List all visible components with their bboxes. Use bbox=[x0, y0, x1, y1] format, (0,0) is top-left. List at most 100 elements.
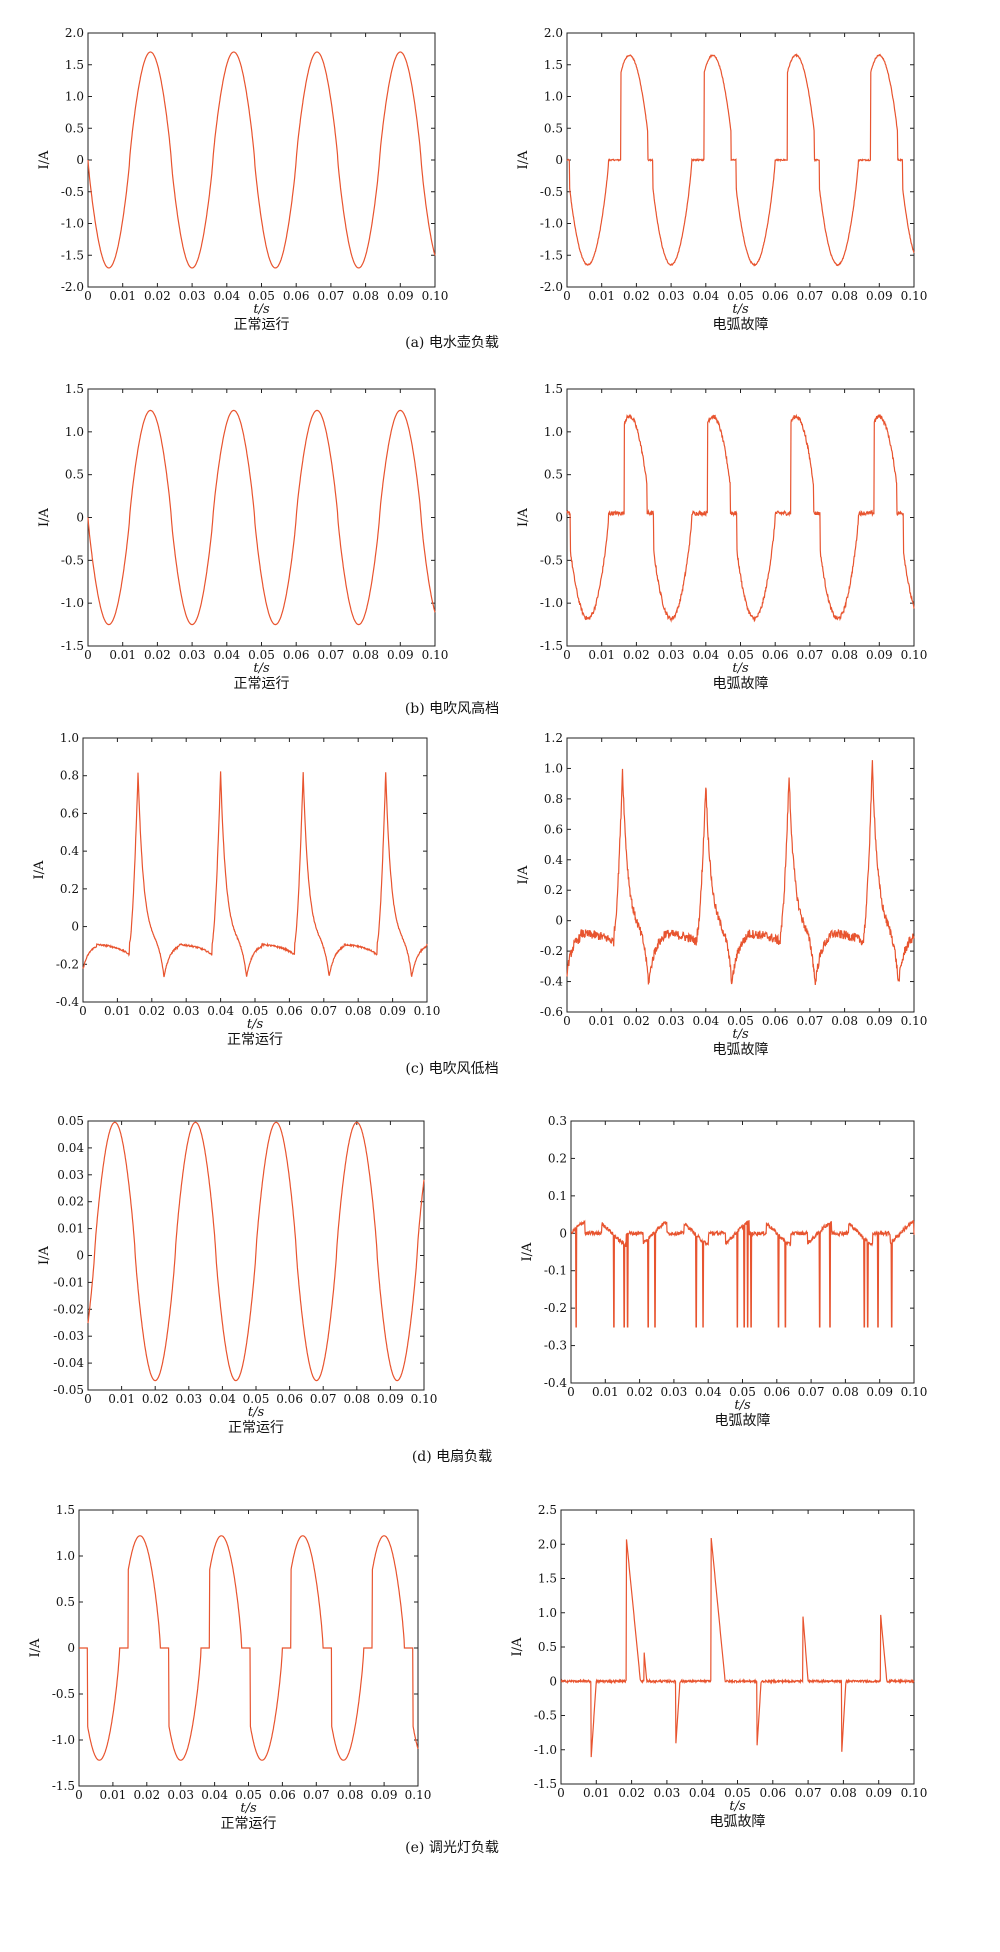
x-tick-label: 0.08 bbox=[352, 648, 379, 662]
y-tick-label: -1.5 bbox=[52, 1779, 75, 1793]
x-tick-label: 0.09 bbox=[866, 289, 893, 303]
y-tick-label: 0.02 bbox=[57, 1195, 84, 1209]
y-tick-label: -0.5 bbox=[61, 185, 84, 199]
y-tick-label: -0.5 bbox=[540, 185, 563, 199]
x-tick-label: 0.07 bbox=[797, 289, 824, 303]
y-axis-label: I/A bbox=[28, 1638, 43, 1658]
x-axis-label: t/s bbox=[732, 302, 749, 317]
x-tick-label: 0.08 bbox=[345, 1004, 372, 1018]
y-tick-label: 1.0 bbox=[56, 1549, 75, 1563]
y-tick-label: 0 bbox=[76, 511, 84, 525]
y-tick-label: -0.03 bbox=[53, 1329, 84, 1343]
panel-caption: 正常运行 bbox=[227, 1032, 283, 1048]
y-tick-label: -1.5 bbox=[61, 248, 84, 262]
chart-10: 0 0.01 0.02 0.03 0.04 0.05 0.06 0.07 0.08 0.09 0.1… bbox=[510, 1503, 927, 1830]
x-tick-label: 0.10 bbox=[901, 1385, 928, 1399]
plot-frame bbox=[87, 32, 436, 288]
x-tick-label: 0.01 bbox=[592, 1385, 619, 1399]
y-tick-label: 0.5 bbox=[544, 468, 563, 482]
y-tick-label: -0.5 bbox=[540, 553, 563, 567]
y-tick-label: 1.5 bbox=[544, 58, 563, 72]
x-tick-label: 0.06 bbox=[759, 1786, 786, 1800]
y-tick-label: 0.4 bbox=[60, 844, 79, 858]
y-tick-label: -1.5 bbox=[534, 1777, 557, 1791]
plot-frame bbox=[87, 388, 436, 647]
y-tick-label: 0.4 bbox=[544, 853, 563, 867]
y-tick-label: -2.0 bbox=[540, 280, 563, 294]
y-axis-label: I/A bbox=[516, 507, 531, 527]
x-tick-label: 0 bbox=[75, 1788, 83, 1802]
x-tick-label: 0.06 bbox=[762, 289, 789, 303]
plot-frame bbox=[570, 1120, 915, 1384]
plot-frame bbox=[560, 1509, 915, 1785]
y-tick-label: 2.0 bbox=[544, 26, 563, 40]
x-tick-label: 0.04 bbox=[692, 289, 719, 303]
x-tick-label: 0.07 bbox=[310, 1004, 337, 1018]
x-tick-label: 0 bbox=[84, 1392, 92, 1406]
chart-7: 0 0.01 0.02 0.03 0.04 0.05 0.06 0.07 0.08 0.09 0.1… bbox=[37, 1114, 437, 1436]
x-tick-label: 0.06 bbox=[762, 648, 789, 662]
plots-layer: 0 0.01 0.02 0.03 0.04 0.05 0.06 0.07 0.08 0.09 0.1… bbox=[28, 26, 927, 1832]
x-tick-label: 0.01 bbox=[108, 1392, 135, 1406]
x-tick-label: 0.02 bbox=[133, 1788, 160, 1802]
y-tick-label: 0.01 bbox=[57, 1222, 84, 1236]
current-waveform bbox=[87, 1121, 425, 1382]
x-tick-label: 0.03 bbox=[658, 289, 685, 303]
x-tick-label: 0.02 bbox=[623, 648, 650, 662]
x-tick-label: 0.09 bbox=[387, 648, 414, 662]
y-tick-label: -1.5 bbox=[540, 639, 563, 653]
panel-caption: 电弧故障 bbox=[713, 317, 769, 333]
y-tick-label: 0 bbox=[71, 920, 79, 934]
y-tick-label: 0 bbox=[559, 1226, 567, 1240]
x-tick-label: 0.07 bbox=[318, 289, 345, 303]
x-axis-label: t/s bbox=[729, 1799, 746, 1814]
x-tick-label: 0.02 bbox=[623, 1014, 650, 1028]
chart-2: 0 0.01 0.02 0.03 0.04 0.05 0.06 0.07 0.08 0.09 0.1… bbox=[516, 26, 927, 333]
x-tick-label: 0.02 bbox=[618, 1786, 645, 1800]
y-tick-label: 0.8 bbox=[60, 769, 79, 783]
y-tick-label: -2.0 bbox=[61, 280, 84, 294]
x-tick-label: 0.05 bbox=[243, 1392, 270, 1406]
x-tick-label: 0.06 bbox=[283, 648, 310, 662]
x-tick-label: 0.10 bbox=[414, 1004, 441, 1018]
x-tick-label: 0.02 bbox=[144, 289, 171, 303]
x-tick-label: 0.08 bbox=[352, 289, 379, 303]
x-tick-label: 0.08 bbox=[832, 1385, 859, 1399]
panel-caption: 电弧故障 bbox=[715, 1413, 771, 1429]
x-tick-label: 0.09 bbox=[865, 1786, 892, 1800]
y-tick-label: -0.5 bbox=[61, 553, 84, 567]
x-tick-label: 0 bbox=[563, 289, 571, 303]
x-tick-label: 0 bbox=[79, 1004, 87, 1018]
y-axis-label: I/A bbox=[32, 860, 47, 880]
x-tick-label: 0.07 bbox=[318, 648, 345, 662]
y-tick-label: -1.0 bbox=[534, 1743, 557, 1757]
chart-4: 0 0.01 0.02 0.03 0.04 0.05 0.06 0.07 0.08 0.09 0.1… bbox=[516, 382, 927, 692]
y-tick-label: 1.5 bbox=[538, 1572, 557, 1586]
y-tick-label: -1.0 bbox=[61, 217, 84, 231]
y-tick-label: -0.01 bbox=[53, 1275, 84, 1289]
y-axis-label: I/A bbox=[37, 1245, 52, 1265]
x-tick-label: 0.03 bbox=[658, 648, 685, 662]
y-tick-label: 1.0 bbox=[538, 1606, 557, 1620]
x-tick-label: 0.03 bbox=[173, 1004, 200, 1018]
y-axis-label: I/A bbox=[516, 150, 531, 170]
y-tick-label: -1.0 bbox=[61, 596, 84, 610]
x-tick-label: 0.02 bbox=[626, 1385, 653, 1399]
x-tick-label: 0.10 bbox=[901, 1786, 928, 1800]
current-waveform bbox=[87, 51, 436, 269]
x-tick-label: 0.04 bbox=[689, 1786, 716, 1800]
x-tick-label: 0.01 bbox=[109, 289, 136, 303]
chart-3: 0 0.01 0.02 0.03 0.04 0.05 0.06 0.07 0.08 0.09 0.1… bbox=[37, 382, 448, 692]
y-tick-label: -0.4 bbox=[540, 975, 564, 989]
x-tick-label: 0.01 bbox=[104, 1004, 131, 1018]
x-tick-label: 0.05 bbox=[248, 648, 275, 662]
x-tick-label: 0.06 bbox=[283, 289, 310, 303]
x-tick-label: 0.04 bbox=[213, 289, 240, 303]
x-tick-label: 0.08 bbox=[830, 1786, 857, 1800]
y-tick-label: 1.0 bbox=[544, 425, 563, 439]
panel-caption: 正常运行 bbox=[228, 1420, 284, 1436]
x-tick-label: 0.01 bbox=[588, 289, 615, 303]
x-tick-label: 0.01 bbox=[583, 1786, 610, 1800]
y-tick-label: 0.1 bbox=[548, 1189, 567, 1203]
x-tick-label: 0.06 bbox=[763, 1385, 790, 1399]
